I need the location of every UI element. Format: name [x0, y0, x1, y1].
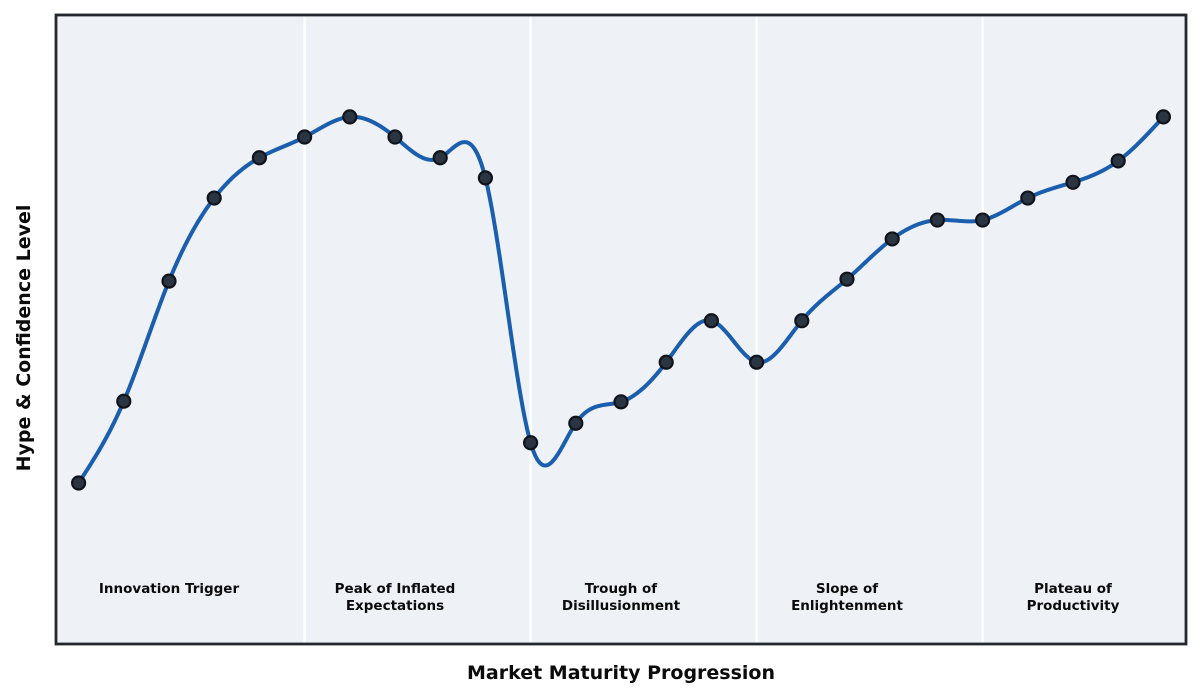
- data-point-marker: [748, 354, 765, 370]
- data-point-marker: [568, 415, 584, 431]
- data-point-marker: [70, 475, 87, 491]
- data-point-marker: [1110, 153, 1126, 169]
- data-point-marker: [161, 273, 177, 289]
- data-point-marker: [477, 170, 493, 186]
- data-point-marker: [658, 354, 674, 370]
- data-point-marker: [974, 212, 991, 228]
- data-point-marker: [613, 394, 629, 410]
- data-point-marker: [1155, 109, 1172, 125]
- data-point-marker: [522, 435, 539, 451]
- data-point-marker: [884, 231, 900, 247]
- data-point-marker: [387, 129, 403, 145]
- plot-background: [56, 15, 1186, 644]
- x-axis-label: Market Maturity Progression: [466, 662, 776, 684]
- data-point-marker: [116, 393, 132, 409]
- data-point-marker: [297, 129, 313, 145]
- data-point-marker: [432, 150, 448, 166]
- data-point-marker: [206, 190, 222, 206]
- data-point-marker: [703, 313, 720, 329]
- data-point-marker: [839, 271, 855, 287]
- data-point-marker: [342, 109, 358, 125]
- data-point-marker: [1020, 190, 1036, 206]
- data-point-marker: [1065, 174, 1081, 190]
- data-point-marker: [251, 150, 267, 166]
- plot-frame: [54, 13, 1188, 646]
- y-axis-label: Hype & Confidence Level: [13, 204, 35, 472]
- data-point-marker: [929, 212, 946, 228]
- data-point-marker: [794, 313, 810, 329]
